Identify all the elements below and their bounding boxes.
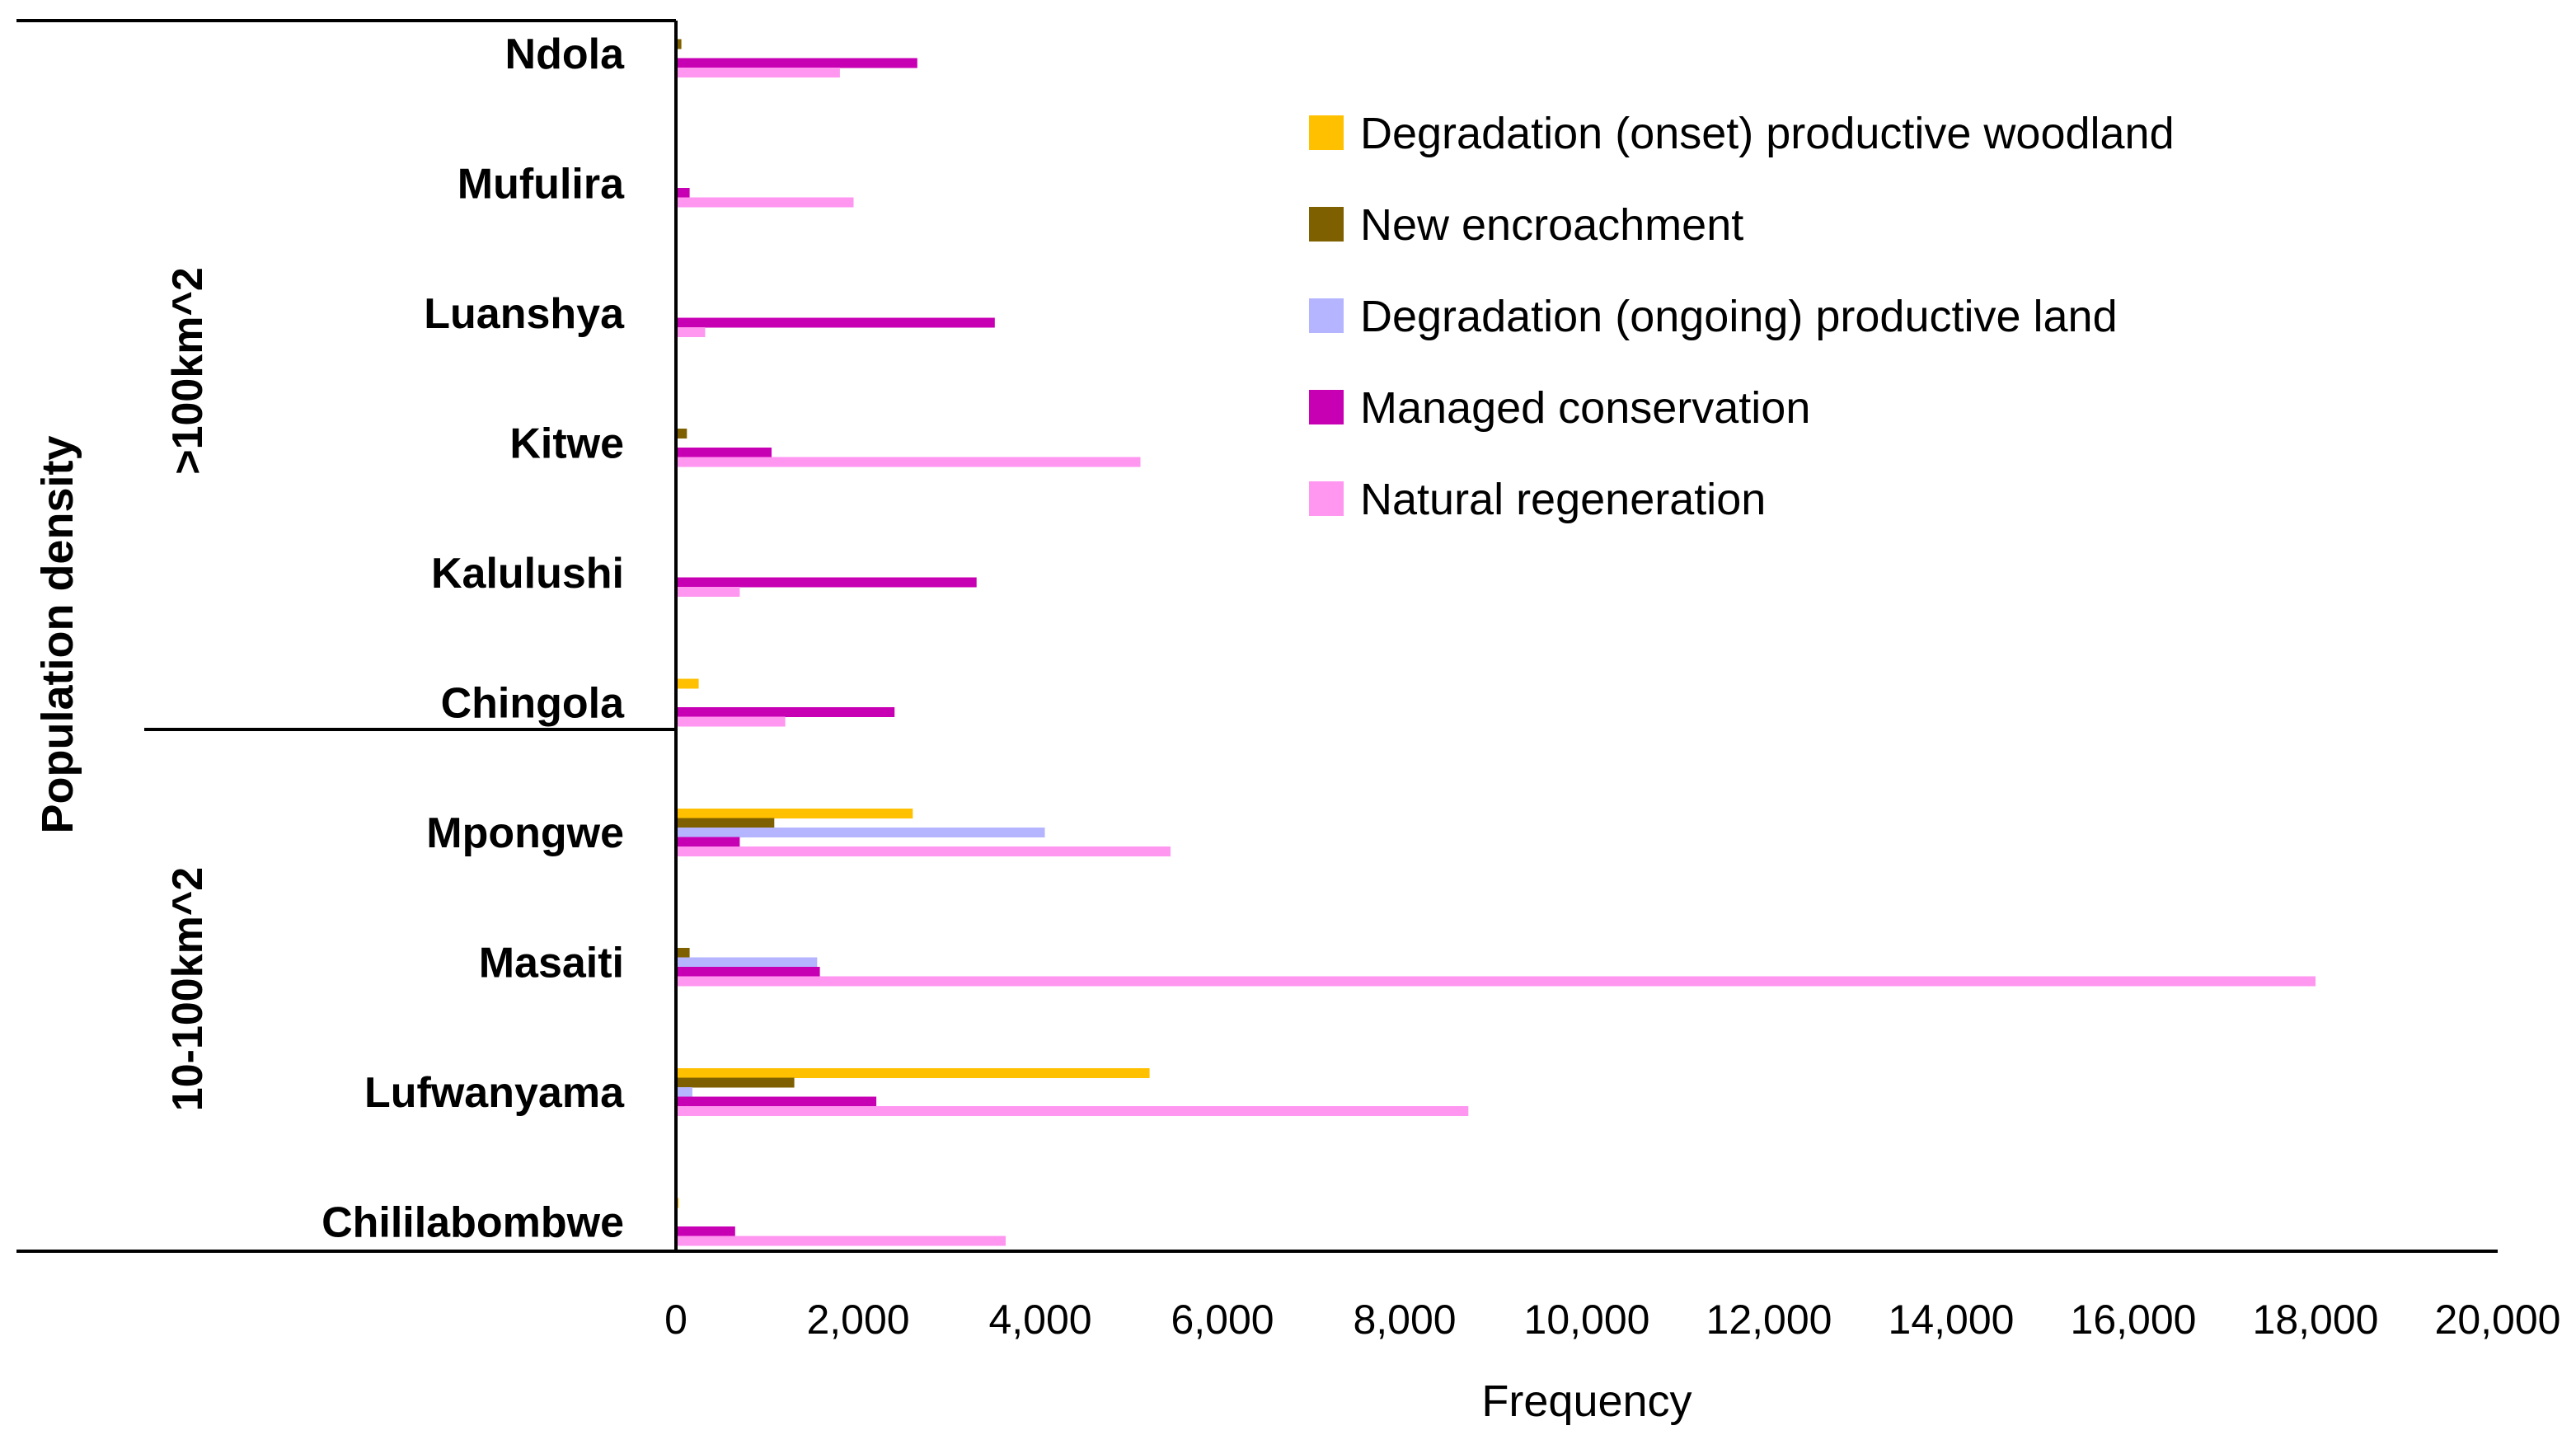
bar-lufwanyama-s3 <box>676 1096 877 1107</box>
x-tick-label: 16,000 <box>2071 1297 2197 1343</box>
bar-masaiti-s3 <box>676 967 820 977</box>
x-tick-label: 10,000 <box>1524 1297 1650 1343</box>
bar-masaiti-s1 <box>676 948 690 958</box>
bar-luanshya-s4 <box>676 327 706 337</box>
x-tick-label: 20,000 <box>2435 1297 2561 1343</box>
bar-lufwanyama-s2 <box>676 1087 692 1097</box>
bar-masaiti-s2 <box>676 957 818 968</box>
group-label-mid-density: 10-100km^2 <box>164 867 212 1111</box>
legend-swatch <box>1309 390 1344 424</box>
bar-chingola-s3 <box>676 707 895 717</box>
legend-label: Degradation (onset) productive woodland <box>1360 109 2175 158</box>
legend-swatch <box>1309 298 1344 333</box>
bar-ndola-s4 <box>676 68 840 77</box>
bar-ndola-s3 <box>676 58 917 68</box>
legend-label: Natural regeneration <box>1360 475 1766 524</box>
bar-kitwe-s1 <box>676 429 687 438</box>
bar-mpongwe-s4 <box>676 846 1171 856</box>
x-tick-label: 6,000 <box>1171 1297 1274 1343</box>
x-tick-label: 18,000 <box>2253 1297 2379 1343</box>
bar-kalulushi-s3 <box>676 577 977 588</box>
bars-layer <box>676 39 2316 1246</box>
bar-mpongwe-s0 <box>676 809 913 818</box>
bar-mpongwe-s3 <box>676 837 740 847</box>
category-label-mufulira: Mufulira <box>457 161 625 209</box>
x-tick-label: 14,000 <box>1889 1297 2015 1343</box>
legend-swatch <box>1309 481 1344 516</box>
bar-ndola-s1 <box>676 39 682 49</box>
legend-swatch <box>1309 207 1344 242</box>
bar-chililabombwe-s4 <box>676 1236 1006 1246</box>
bar-chililabombwe-s3 <box>676 1226 735 1236</box>
x-tick-label: 8,000 <box>1353 1297 1456 1343</box>
legend-label: New encroachment <box>1360 200 1743 250</box>
bar-chingola-s4 <box>676 716 786 727</box>
category-label-masaiti: Masaiti <box>479 940 624 987</box>
y-axis-title: Population density <box>33 435 82 833</box>
bar-kalulushi-s4 <box>676 587 740 597</box>
bar-lufwanyama-s4 <box>676 1106 1469 1116</box>
category-label-lufwanyama: Lufwanyama <box>364 1069 625 1117</box>
category-label-luanshya: Luanshya <box>424 290 625 338</box>
legend-label: Managed conservation <box>1360 383 1810 433</box>
bar-masaiti-s4 <box>676 976 2316 987</box>
bar-lufwanyama-s0 <box>676 1068 1150 1078</box>
x-axis-title: Frequency <box>1481 1376 1692 1426</box>
axes-layer <box>16 19 2498 1253</box>
category-label-chililabombwe: Chililabombwe <box>321 1199 624 1247</box>
legend-swatch <box>1309 115 1344 150</box>
legend-label: Degradation (ongoing) productive land <box>1360 292 2118 341</box>
category-label-mpongwe: Mpongwe <box>426 809 624 857</box>
category-label-kitwe: Kitwe <box>509 420 624 468</box>
x-tick-label: 2,000 <box>806 1297 909 1343</box>
bar-kitwe-s4 <box>676 457 1141 467</box>
x-tick-label: 4,000 <box>988 1297 1091 1343</box>
x-tick-label: 0 <box>664 1297 687 1343</box>
bar-kitwe-s3 <box>676 448 772 457</box>
x-tick-label: 12,000 <box>1706 1297 1832 1343</box>
group-label-high-density: >100km^2 <box>164 267 212 475</box>
bar-lufwanyama-s1 <box>676 1077 795 1088</box>
bar-mufulira-s4 <box>676 197 854 208</box>
bar-luanshya-s3 <box>676 317 995 328</box>
category-label-chingola: Chingola <box>441 680 626 728</box>
bar-mpongwe-s1 <box>676 818 775 828</box>
category-label-ndola: Ndola <box>505 30 626 78</box>
category-label-kalulushi: Kalulushi <box>431 550 624 598</box>
bar-chingola-s0 <box>676 678 699 689</box>
category-labels: Ndola Mufulira Luanshya Kitwe Kalulushi Ching… <box>321 30 625 1247</box>
x-tick-labels: 0 2,000 4,000 6,000 8,000 10,000 12,000 14,000 1… <box>664 1297 2560 1343</box>
legend: Degradation (onset) productive woodland N… <box>1309 109 2175 524</box>
bar-mpongwe-s2 <box>676 828 1045 837</box>
bar-mufulira-s3 <box>676 188 690 198</box>
